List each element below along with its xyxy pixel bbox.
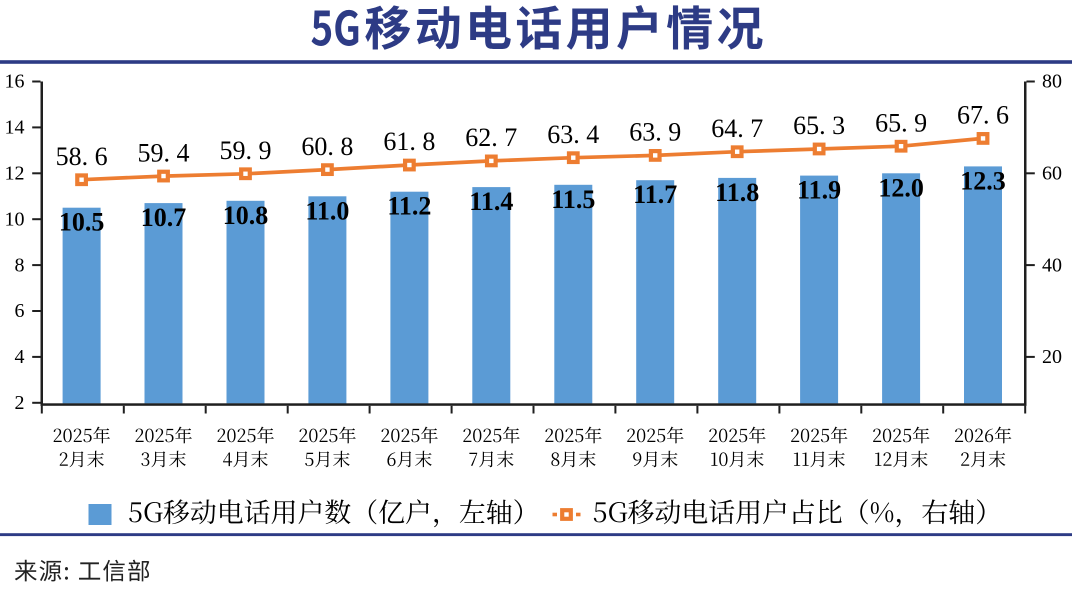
svg-text:2: 2 bbox=[15, 392, 25, 414]
svg-text:12.0: 12.0 bbox=[878, 173, 924, 202]
svg-text:58. 6: 58. 6 bbox=[56, 142, 108, 171]
svg-text:8: 8 bbox=[15, 254, 25, 276]
svg-text:10.8: 10.8 bbox=[223, 201, 269, 230]
svg-text:62. 7: 62. 7 bbox=[465, 123, 517, 152]
svg-text:10.5: 10.5 bbox=[59, 208, 105, 237]
svg-text:10: 10 bbox=[5, 208, 25, 230]
svg-text:11.7: 11.7 bbox=[633, 180, 677, 209]
svg-text:59. 4: 59. 4 bbox=[138, 138, 190, 167]
svg-text:6: 6 bbox=[15, 300, 25, 322]
svg-text:59. 9: 59. 9 bbox=[220, 136, 272, 165]
svg-text:60. 8: 60. 8 bbox=[301, 132, 353, 161]
svg-text:16: 16 bbox=[5, 71, 25, 93]
svg-text:14: 14 bbox=[5, 117, 25, 139]
svg-text:11.9: 11.9 bbox=[797, 176, 841, 205]
svg-text:4: 4 bbox=[15, 346, 25, 368]
svg-text:20: 20 bbox=[1042, 346, 1062, 368]
svg-text:61. 8: 61. 8 bbox=[383, 127, 435, 156]
svg-text:64. 7: 64. 7 bbox=[711, 114, 763, 143]
svg-text:80: 80 bbox=[1042, 71, 1062, 93]
svg-text:12.3: 12.3 bbox=[960, 166, 1006, 195]
svg-text:67. 6: 67. 6 bbox=[957, 101, 1009, 130]
svg-text:11.8: 11.8 bbox=[715, 178, 759, 207]
svg-text:65. 3: 65. 3 bbox=[793, 111, 845, 140]
svg-text:65. 9: 65. 9 bbox=[875, 108, 927, 137]
svg-text:60: 60 bbox=[1042, 163, 1062, 185]
svg-text:40: 40 bbox=[1042, 254, 1062, 276]
svg-text:10.7: 10.7 bbox=[141, 203, 187, 232]
svg-text:63. 4: 63. 4 bbox=[547, 120, 599, 149]
svg-text:11.2: 11.2 bbox=[387, 192, 431, 221]
svg-text:11.5: 11.5 bbox=[551, 185, 595, 214]
svg-text:63. 9: 63. 9 bbox=[629, 118, 681, 147]
svg-text:11.4: 11.4 bbox=[469, 187, 513, 216]
svg-text:12: 12 bbox=[5, 163, 25, 185]
svg-text:11.0: 11.0 bbox=[305, 196, 349, 225]
